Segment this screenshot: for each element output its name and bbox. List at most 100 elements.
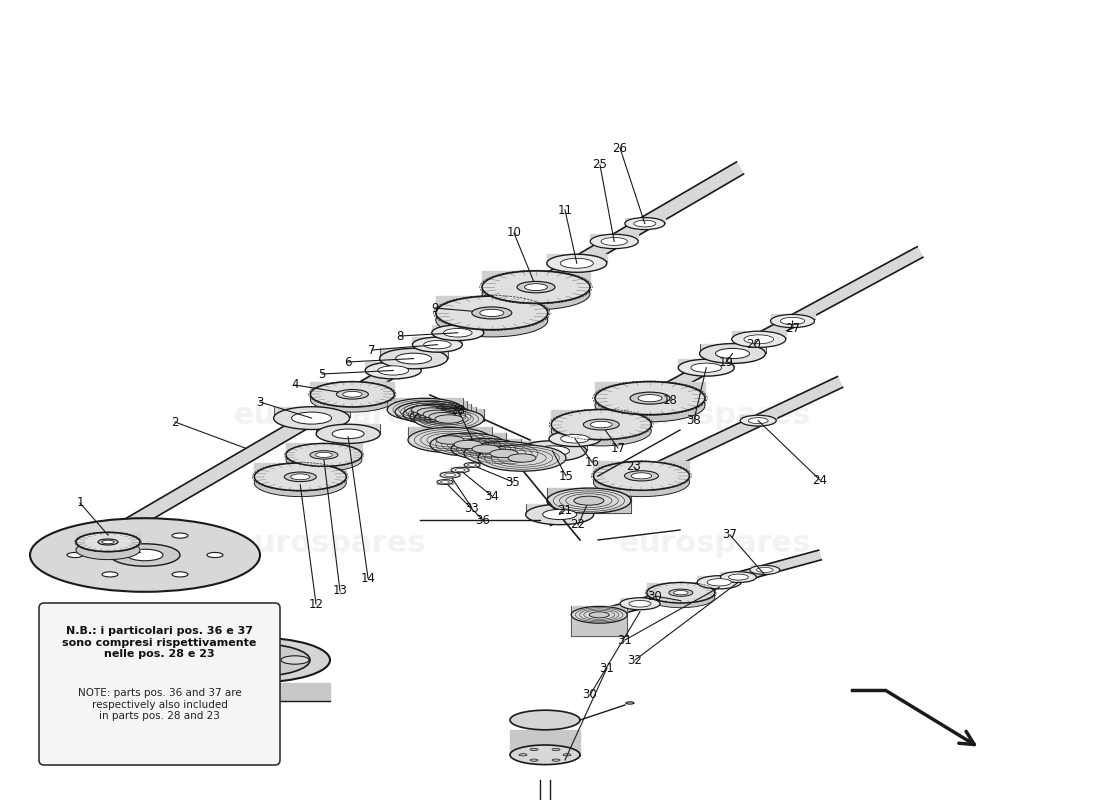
Ellipse shape bbox=[30, 518, 260, 592]
Polygon shape bbox=[436, 296, 548, 314]
Text: 30: 30 bbox=[648, 590, 662, 602]
Polygon shape bbox=[451, 438, 521, 453]
Ellipse shape bbox=[547, 254, 607, 272]
Ellipse shape bbox=[332, 429, 364, 438]
Polygon shape bbox=[451, 467, 469, 471]
Ellipse shape bbox=[770, 314, 814, 328]
Text: 3: 3 bbox=[256, 395, 264, 409]
Polygon shape bbox=[412, 337, 462, 343]
Polygon shape bbox=[440, 472, 460, 476]
Ellipse shape bbox=[720, 572, 757, 582]
Ellipse shape bbox=[379, 348, 448, 369]
Ellipse shape bbox=[563, 754, 571, 756]
Polygon shape bbox=[76, 533, 140, 552]
Text: 5: 5 bbox=[318, 367, 326, 381]
Text: 2: 2 bbox=[172, 415, 178, 429]
Ellipse shape bbox=[172, 572, 188, 577]
Ellipse shape bbox=[530, 759, 538, 762]
Ellipse shape bbox=[601, 238, 627, 246]
Ellipse shape bbox=[715, 349, 749, 358]
Ellipse shape bbox=[443, 329, 472, 337]
Ellipse shape bbox=[241, 644, 270, 652]
Ellipse shape bbox=[691, 363, 722, 372]
Text: 25: 25 bbox=[593, 158, 607, 171]
Ellipse shape bbox=[748, 418, 768, 424]
Ellipse shape bbox=[629, 601, 651, 607]
Polygon shape bbox=[254, 463, 346, 478]
Text: 27: 27 bbox=[785, 322, 801, 334]
Ellipse shape bbox=[430, 433, 506, 456]
Ellipse shape bbox=[464, 462, 480, 467]
Ellipse shape bbox=[700, 344, 766, 363]
Text: eurospares: eurospares bbox=[618, 530, 812, 558]
Ellipse shape bbox=[519, 754, 527, 756]
Ellipse shape bbox=[284, 472, 317, 482]
Polygon shape bbox=[625, 218, 664, 222]
Ellipse shape bbox=[200, 643, 310, 677]
Ellipse shape bbox=[280, 656, 309, 664]
Ellipse shape bbox=[526, 504, 594, 525]
Text: 12: 12 bbox=[308, 598, 323, 610]
Ellipse shape bbox=[395, 402, 468, 423]
Polygon shape bbox=[679, 359, 735, 366]
Text: 21: 21 bbox=[558, 503, 572, 517]
Ellipse shape bbox=[630, 392, 670, 404]
Polygon shape bbox=[286, 443, 362, 455]
Ellipse shape bbox=[451, 438, 521, 459]
Polygon shape bbox=[310, 382, 395, 394]
Text: 28: 28 bbox=[451, 403, 465, 417]
Ellipse shape bbox=[673, 590, 688, 595]
Ellipse shape bbox=[750, 566, 780, 574]
Ellipse shape bbox=[757, 567, 773, 573]
Text: 14: 14 bbox=[361, 571, 375, 585]
Ellipse shape bbox=[679, 359, 735, 376]
Polygon shape bbox=[546, 377, 843, 526]
Ellipse shape bbox=[593, 468, 690, 497]
Ellipse shape bbox=[472, 307, 512, 319]
Ellipse shape bbox=[343, 391, 362, 397]
Polygon shape bbox=[379, 348, 448, 358]
Ellipse shape bbox=[67, 553, 82, 558]
Ellipse shape bbox=[707, 578, 732, 586]
Ellipse shape bbox=[634, 220, 656, 227]
Ellipse shape bbox=[549, 431, 601, 446]
Polygon shape bbox=[732, 331, 785, 338]
Ellipse shape bbox=[434, 415, 463, 423]
Ellipse shape bbox=[638, 394, 662, 402]
Ellipse shape bbox=[510, 745, 580, 765]
Ellipse shape bbox=[647, 582, 715, 603]
Text: 30: 30 bbox=[583, 689, 597, 702]
Polygon shape bbox=[770, 314, 814, 319]
Ellipse shape bbox=[625, 218, 664, 230]
Ellipse shape bbox=[254, 469, 346, 497]
Polygon shape bbox=[697, 576, 741, 582]
Ellipse shape bbox=[595, 389, 705, 422]
Text: 9: 9 bbox=[431, 302, 439, 314]
Polygon shape bbox=[432, 325, 484, 331]
Ellipse shape bbox=[571, 606, 627, 623]
Ellipse shape bbox=[102, 533, 118, 538]
Ellipse shape bbox=[290, 474, 310, 480]
Polygon shape bbox=[408, 427, 492, 442]
Polygon shape bbox=[720, 572, 757, 577]
Ellipse shape bbox=[310, 382, 395, 407]
Text: 31: 31 bbox=[617, 634, 632, 646]
Ellipse shape bbox=[560, 258, 593, 268]
Polygon shape bbox=[750, 566, 780, 570]
Polygon shape bbox=[547, 254, 607, 262]
Text: 26: 26 bbox=[613, 142, 627, 154]
Ellipse shape bbox=[732, 331, 785, 347]
Polygon shape bbox=[274, 406, 350, 417]
Ellipse shape bbox=[482, 271, 590, 303]
Polygon shape bbox=[464, 442, 544, 455]
Ellipse shape bbox=[480, 310, 504, 317]
Polygon shape bbox=[180, 682, 330, 701]
Ellipse shape bbox=[110, 544, 180, 566]
Ellipse shape bbox=[542, 510, 576, 519]
Ellipse shape bbox=[310, 387, 395, 412]
Text: 23: 23 bbox=[627, 461, 641, 474]
Ellipse shape bbox=[414, 409, 484, 430]
Ellipse shape bbox=[241, 668, 270, 676]
Text: eurospares: eurospares bbox=[233, 530, 427, 558]
Polygon shape bbox=[478, 445, 566, 459]
